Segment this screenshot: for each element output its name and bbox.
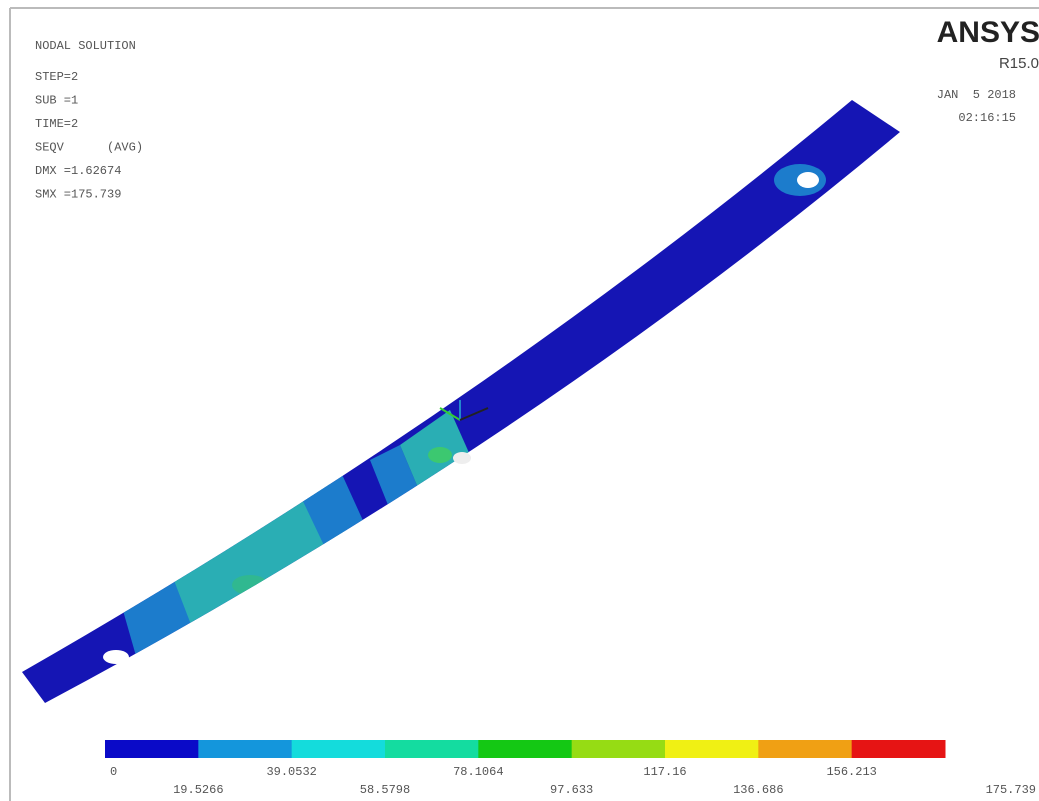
- legend-swatch: [198, 740, 292, 758]
- legend-label: 78.1064: [453, 765, 503, 779]
- legend-swatch: [385, 740, 479, 758]
- header-line: TIME=2: [35, 117, 78, 131]
- legend-label: 0: [110, 765, 117, 779]
- time: 02:16:15: [958, 111, 1016, 125]
- legend-label: 97.633: [550, 783, 593, 797]
- legend-swatch: [105, 740, 199, 758]
- header-line: SMX =175.739: [35, 188, 121, 202]
- legend-swatch: [665, 740, 759, 758]
- legend-swatch: [478, 740, 572, 758]
- legend-swatch: [852, 740, 946, 758]
- header-line: STEP=2: [35, 70, 78, 84]
- header-title: NODAL SOLUTION: [35, 39, 136, 53]
- header-line: DMX =1.62674: [35, 164, 121, 178]
- stress-zone: [428, 447, 452, 463]
- legend-label: 58.5798: [360, 783, 410, 797]
- legend-label: 175.739: [986, 783, 1036, 797]
- ansys-viewport: NODAL SOLUTION STEP=2 SUB =1 TIME=2 SEQV (A…: [0, 0, 1039, 801]
- legend-label: 19.5266: [173, 783, 223, 797]
- legend-label: 136.686: [733, 783, 783, 797]
- logo-version: R15.0: [999, 55, 1039, 72]
- legend-swatch: [292, 740, 386, 758]
- header-line: SEQV (AVG): [35, 141, 143, 155]
- header-line: SUB =1: [35, 94, 78, 108]
- legend-label: 117.16: [643, 765, 686, 779]
- bolt-hole: [797, 172, 819, 188]
- legend-swatch: [758, 740, 852, 758]
- page: NODAL SOLUTION STEP=2 SUB =1 TIME=2 SEQV (A…: [0, 0, 1039, 801]
- legend-label: 39.0532: [266, 765, 316, 779]
- legend-swatch: [572, 740, 666, 758]
- bolt-hole: [453, 452, 471, 464]
- bolt-hole: [103, 650, 129, 664]
- date: JAN 5 2018: [937, 88, 1016, 102]
- legend-label: 156.213: [826, 765, 876, 779]
- logo-name: ANSYS: [937, 16, 1039, 49]
